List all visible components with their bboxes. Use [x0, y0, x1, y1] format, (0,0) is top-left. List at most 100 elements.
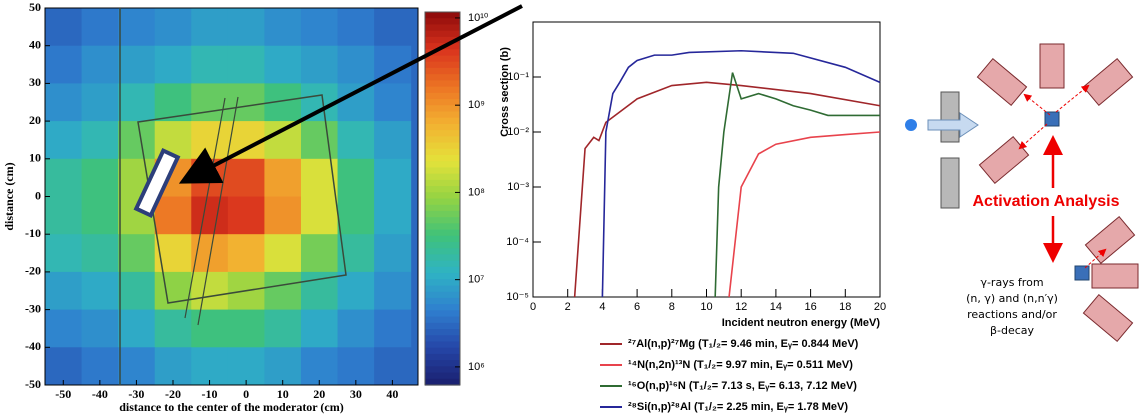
collimator: [940, 91, 960, 143]
colorbar-tick-label: 10⁸: [468, 186, 485, 198]
y-tick-label: 50: [29, 0, 41, 14]
colorbar-band: [425, 111, 460, 119]
colorbar-band: [425, 260, 460, 268]
heatmap-cell: [337, 45, 375, 84]
sample: [1044, 111, 1060, 127]
legend-label: ²⁷Al(n,p)²⁷Mg (T₁/₂= 9.46 min, Eᵧ= 0.844…: [628, 338, 859, 350]
heatmap-cell: [374, 271, 412, 311]
heatmap-cell: [191, 45, 229, 84]
colorbar-band: [425, 136, 460, 144]
collimator: [940, 157, 960, 209]
heatmap-cell: [264, 347, 302, 386]
heatmap-cell: [191, 83, 229, 122]
heatmap-cell: [374, 158, 412, 197]
neutron-source: [905, 119, 917, 131]
y-axis-label: Cross section (b): [499, 47, 511, 137]
heatmap-cell: [45, 83, 83, 122]
heatmap-cell: [118, 309, 156, 348]
heatmap-cell: [227, 45, 265, 84]
heatmap-cell: [118, 8, 156, 47]
series-line: [714, 72, 880, 298]
colorbar-tick-label: 10¹⁰: [468, 12, 489, 24]
x-tick-label: -40: [92, 387, 108, 401]
heatmap-cell: [45, 196, 83, 235]
note-line: γ-rays from: [980, 276, 1043, 289]
heatmap-cell: [81, 271, 119, 311]
colorbar-band: [425, 105, 460, 113]
heatmap-cell: [300, 196, 339, 235]
colorbar-band: [425, 161, 460, 169]
heatmap-cell: [45, 121, 83, 160]
heatmap-cell: [81, 45, 119, 84]
heatmap-cell: [81, 8, 119, 47]
colorbar-band: [425, 192, 460, 200]
colorbar-band: [425, 329, 460, 336]
x-tick-label: -50: [55, 387, 71, 401]
note-line: reactions and/or: [967, 308, 1057, 321]
colorbar-band: [425, 223, 460, 231]
gamma-arrow: [1055, 84, 1090, 113]
x-axis-label: Incident neutron energy (MeV): [722, 317, 881, 329]
heatmap-cell: [264, 234, 302, 273]
colorbar-band: [425, 18, 460, 26]
colorbar-band: [425, 285, 460, 293]
colorbar-frame: [424, 11, 461, 386]
detector: [1084, 215, 1136, 265]
heatmap-cell: [374, 347, 412, 386]
colorbar-band: [425, 366, 460, 374]
x-tick-label: 30: [350, 387, 362, 401]
legend-label: ¹⁴N(n,2n)¹³N (T₁/₂= 9.97 min, Eᵧ= 0.511 …: [628, 359, 853, 371]
x-tick-label: 2: [565, 301, 571, 313]
detector: [1082, 293, 1134, 343]
detector: [976, 57, 1028, 107]
legend-label: ¹⁶O(n,p)¹⁶N (T₁/₂= 7.13 s, Eᵧ= 6.13, 7.1…: [628, 380, 857, 392]
heatmap-cell: [154, 234, 192, 273]
heatmap-cell: [337, 8, 375, 47]
colorbar-band: [425, 86, 460, 94]
colorbar-band: [425, 167, 460, 175]
heatmap-cell: [337, 83, 375, 122]
colorbar-band: [425, 279, 460, 287]
colorbar-band: [425, 353, 460, 361]
heatmap-cell: [264, 158, 302, 197]
heatmap-cell: [81, 158, 119, 197]
heatmap-cell: [81, 234, 119, 273]
x-tick-label: 4: [599, 301, 605, 313]
heatmap-cell: [81, 309, 119, 348]
colorbar-band: [425, 316, 460, 324]
heatmap-cell: [154, 347, 192, 386]
colorbar-band: [425, 67, 460, 75]
colorbar-band: [425, 378, 460, 386]
heatmap-cell: [118, 121, 156, 160]
heatmap-cell: [81, 347, 119, 386]
x-tick-label: 14: [770, 301, 782, 313]
heatmap-cell: [191, 234, 229, 273]
x-tick-label: 0: [243, 387, 249, 401]
y-tick-label: -40: [25, 339, 41, 353]
heatmap-cell: [227, 234, 265, 273]
heatmap-overlay: [119, 4, 523, 385]
heatmap-cell: [118, 234, 156, 273]
heatmap-cell: [300, 234, 339, 273]
y-axis-label: distance (cm): [2, 162, 16, 230]
x-tick-label: 8: [669, 301, 675, 313]
moderator-outline: [137, 94, 347, 304]
heatmap-cell: [191, 271, 229, 311]
heatmap-cell: [191, 309, 229, 348]
heatmap-cell: [264, 45, 302, 84]
heatmap-cell: [264, 8, 302, 47]
y-tick-label: 10⁻⁴: [506, 236, 529, 248]
x-tick-label: 6: [634, 301, 640, 313]
heatmap-cell: [374, 196, 412, 235]
heatmap-cell: [374, 309, 412, 348]
heatmap-cell: [191, 121, 229, 160]
x-tick-label: 18: [839, 301, 851, 313]
beam-arrow: [927, 112, 979, 138]
y-tick-label: -20: [25, 264, 41, 278]
colorbar-band: [425, 36, 460, 44]
heatmap-cell: [45, 271, 83, 311]
heatmap-cell: [264, 271, 302, 311]
colorbar-band: [425, 347, 460, 355]
heatmap-cell: [374, 234, 412, 273]
colorbar-band: [425, 117, 460, 125]
